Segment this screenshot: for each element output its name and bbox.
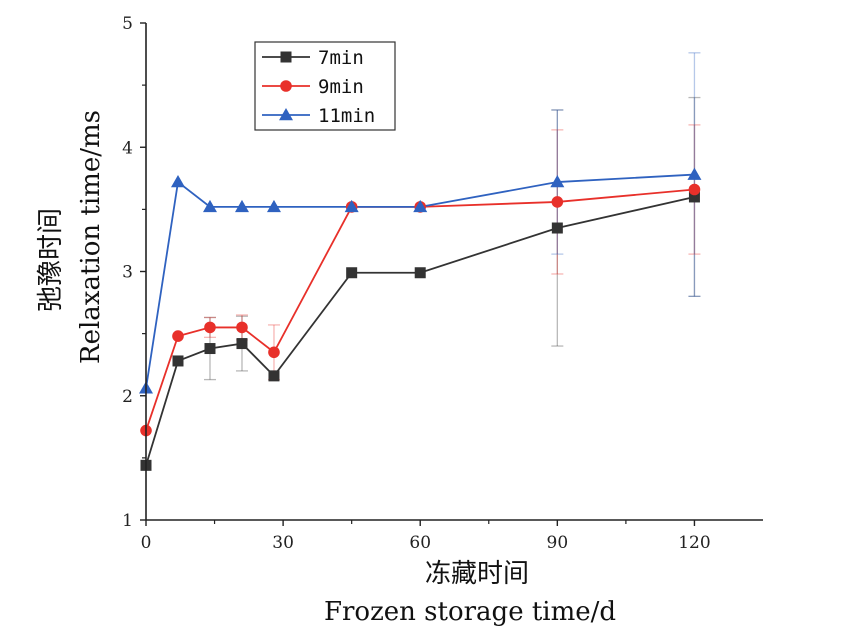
- legend-item: 9min: [262, 76, 364, 98]
- y-tick-label: 4: [122, 138, 133, 158]
- data-point-7min: [551, 222, 563, 234]
- y-tick-label: 5: [122, 14, 133, 34]
- legend-marker: [279, 108, 293, 121]
- data-point-11min: [413, 199, 428, 213]
- data-point-9min: [688, 183, 701, 196]
- legend-marker: [280, 51, 292, 63]
- axes: [145, 23, 763, 521]
- data-point-11min: [170, 175, 185, 188]
- legend: 7min 9min 11min: [254, 41, 396, 131]
- x-axis-title-cn: 冻藏时间: [425, 559, 529, 589]
- data-point-9min: [236, 321, 248, 334]
- data-point-7min: [346, 267, 358, 279]
- data-point-7min: [414, 267, 426, 279]
- data-point-9min: [204, 321, 216, 334]
- data-point-9min: [268, 346, 280, 359]
- x-tick-label: 120: [678, 533, 710, 553]
- data-point-7min: [236, 338, 248, 350]
- data-point-11min: [266, 199, 281, 213]
- data-point-9min: [551, 196, 564, 208]
- legend-label: 11min: [318, 105, 375, 127]
- data-point-11min: [202, 199, 217, 213]
- data-point-11min: [344, 199, 359, 213]
- y-tick-label: 2: [122, 387, 133, 407]
- data-point-7min: [268, 370, 280, 382]
- data-point-11min: [234, 199, 249, 213]
- legend-item: 7min: [262, 47, 364, 69]
- y-tick-label: 1: [122, 511, 133, 531]
- y-tick-label: 3: [122, 263, 133, 283]
- data-point-7min: [688, 191, 700, 203]
- series-line-7min: [145, 196, 695, 466]
- x-tick-label: 0: [141, 533, 152, 553]
- y-axis-title-cn: 弛豫时间: [36, 208, 66, 312]
- series-markers: [139, 167, 702, 471]
- legend-item: 11min: [262, 105, 375, 127]
- legend-label: 7min: [318, 47, 364, 69]
- ticks: 0 30 60 90 120 1 2 3 4 5: [122, 14, 710, 553]
- legend-label: 9min: [318, 76, 364, 98]
- x-tick-label: 90: [547, 533, 569, 553]
- data-point-7min: [204, 343, 216, 355]
- legend-marker: [280, 80, 292, 92]
- data-point-11min: [550, 175, 565, 188]
- series-lines: [145, 173, 695, 466]
- x-axis-title-en: Frozen storage time/d: [324, 597, 616, 627]
- x-tick-label: 60: [409, 533, 431, 553]
- data-point-9min: [172, 330, 184, 342]
- data-point-11min: [687, 167, 702, 180]
- x-tick-label: 30: [272, 533, 294, 553]
- y-axis-title-en: Relaxation time/ms: [76, 110, 106, 364]
- series-line-9min: [145, 188, 695, 431]
- data-point-7min: [172, 355, 184, 367]
